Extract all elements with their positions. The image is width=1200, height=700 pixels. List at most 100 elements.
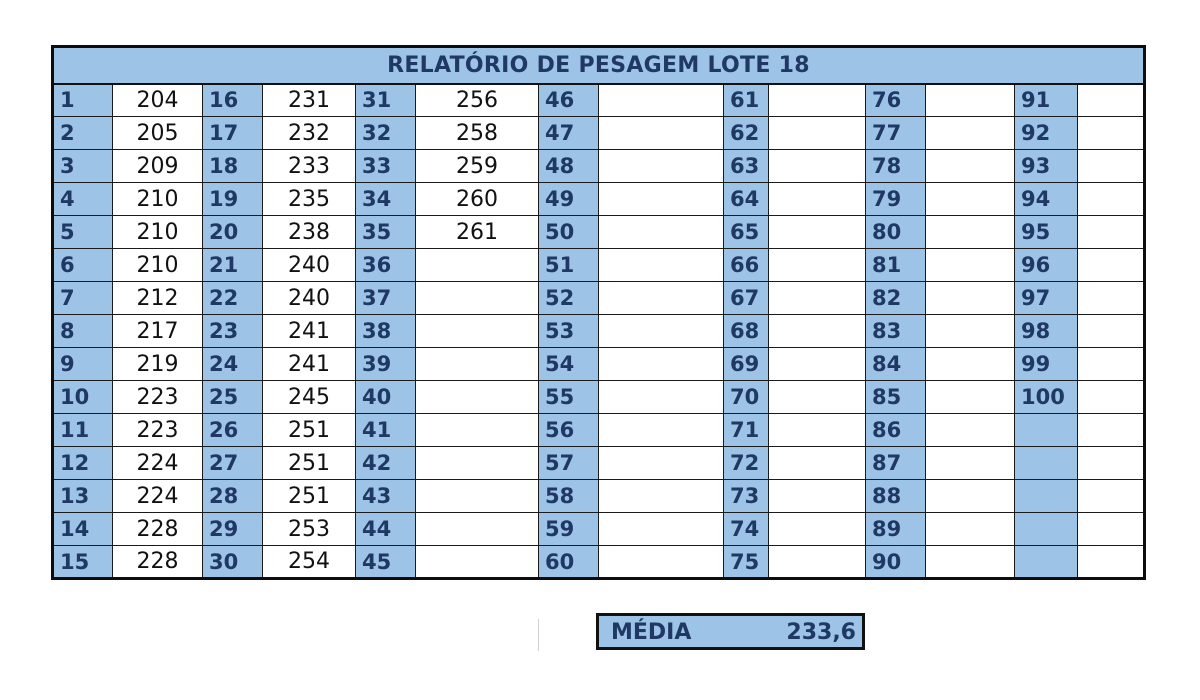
table-row: 10 223 25 245 40 55 70 85 100 <box>52 380 1145 414</box>
item-number-cell: 76 <box>865 83 926 117</box>
weight-cell: 240 <box>262 281 356 315</box>
average-value: 233,6 <box>786 620 856 645</box>
item-number-cell: 4 <box>52 182 113 216</box>
weight-cell <box>768 83 866 117</box>
item-number-cell <box>1014 545 1078 579</box>
weight-cell <box>768 248 866 282</box>
item-number-cell <box>1014 446 1078 480</box>
weight-cell <box>768 182 866 216</box>
item-number-cell: 64 <box>723 182 769 216</box>
weight-cell <box>768 446 866 480</box>
item-number-cell: 41 <box>355 413 416 447</box>
average-label: MÉDIA <box>611 620 692 645</box>
weight-cell: 212 <box>112 281 203 315</box>
item-number-cell: 69 <box>723 347 769 381</box>
table-row: 2 205 17 232 32 258 47 62 77 92 <box>52 116 1145 150</box>
table-row: 12 224 27 251 42 57 72 87 <box>52 446 1145 480</box>
item-number-cell: 72 <box>723 446 769 480</box>
table-row: 14 228 29 253 44 59 74 89 <box>52 512 1145 546</box>
weight-cell <box>1077 215 1145 249</box>
item-number-cell: 17 <box>202 116 263 150</box>
item-number-cell <box>1014 512 1078 546</box>
weight-cell: 235 <box>262 182 356 216</box>
item-number-cell: 60 <box>538 545 599 579</box>
item-number-cell: 12 <box>52 446 113 480</box>
table-row: 5 210 20 238 35 261 50 65 80 95 <box>52 215 1145 249</box>
weight-cell <box>415 281 539 315</box>
item-number-cell: 87 <box>865 446 926 480</box>
item-number-cell: 20 <box>202 215 263 249</box>
weight-cell <box>598 248 724 282</box>
weight-cell <box>925 314 1015 348</box>
weight-cell <box>415 380 539 414</box>
weight-cell: 228 <box>112 545 203 579</box>
item-number-cell: 38 <box>355 314 416 348</box>
weight-cell: 258 <box>415 116 539 150</box>
item-number-cell: 24 <box>202 347 263 381</box>
item-number-cell: 35 <box>355 215 416 249</box>
item-number-cell: 50 <box>538 215 599 249</box>
weight-cell <box>598 479 724 513</box>
item-number-cell: 21 <box>202 248 263 282</box>
weight-cell <box>925 215 1015 249</box>
item-number-cell: 37 <box>355 281 416 315</box>
item-number-cell: 68 <box>723 314 769 348</box>
item-number-cell: 46 <box>538 83 599 117</box>
weight-cell: 210 <box>112 182 203 216</box>
item-number-cell: 19 <box>202 182 263 216</box>
weight-cell <box>768 116 866 150</box>
weight-cell <box>925 83 1015 117</box>
weight-cell <box>768 512 866 546</box>
item-number-cell <box>1014 413 1078 447</box>
weight-cell: 251 <box>262 413 356 447</box>
table-row: 7 212 22 240 37 52 67 82 97 <box>52 281 1145 315</box>
weight-cell: 241 <box>262 347 356 381</box>
weight-cell <box>768 149 866 183</box>
weight-cell <box>1077 149 1145 183</box>
item-number-cell: 85 <box>865 380 926 414</box>
item-number-cell: 62 <box>723 116 769 150</box>
item-number-cell: 47 <box>538 116 599 150</box>
item-number-cell: 30 <box>202 545 263 579</box>
item-number-cell: 2 <box>52 116 113 150</box>
table-row: 3 209 18 233 33 259 48 63 78 93 <box>52 149 1145 183</box>
weight-cell: 238 <box>262 215 356 249</box>
item-number-cell: 29 <box>202 512 263 546</box>
item-number-cell: 56 <box>538 413 599 447</box>
weight-cell <box>768 545 866 579</box>
weight-cell: 204 <box>112 83 203 117</box>
weight-cell <box>415 413 539 447</box>
weight-cell <box>1077 479 1145 513</box>
weighing-report-table: RELATÓRIO DE PESAGEM LOTE 18 1 204 16 231 31… <box>51 45 1146 580</box>
weight-cell <box>1077 314 1145 348</box>
weight-cell <box>768 413 866 447</box>
weight-cell: 217 <box>112 314 203 348</box>
weight-cell: 223 <box>112 413 203 447</box>
weight-cell: 209 <box>112 149 203 183</box>
weight-cell <box>598 380 724 414</box>
weight-cell: 253 <box>262 512 356 546</box>
weight-cell: 256 <box>415 83 539 117</box>
item-number-cell: 71 <box>723 413 769 447</box>
table-row: 8 217 23 241 38 53 68 83 98 <box>52 314 1145 348</box>
item-number-cell: 33 <box>355 149 416 183</box>
item-number-cell: 32 <box>355 116 416 150</box>
item-number-cell: 82 <box>865 281 926 315</box>
weight-cell: 219 <box>112 347 203 381</box>
weight-cell: 233 <box>262 149 356 183</box>
item-number-cell: 99 <box>1014 347 1078 381</box>
table-row: 4 210 19 235 34 260 49 64 79 94 <box>52 182 1145 216</box>
weight-cell <box>925 545 1015 579</box>
item-number-cell: 15 <box>52 545 113 579</box>
item-number-cell: 100 <box>1014 380 1078 414</box>
weight-cell <box>768 380 866 414</box>
weight-cell <box>925 182 1015 216</box>
item-number-cell: 94 <box>1014 182 1078 216</box>
weight-cell <box>598 116 724 150</box>
weight-cell <box>415 347 539 381</box>
weight-cell <box>598 149 724 183</box>
average-box: MÉDIA 233,6 <box>596 613 865 650</box>
item-number-cell: 88 <box>865 479 926 513</box>
item-number-cell: 3 <box>52 149 113 183</box>
weight-cell: 224 <box>112 479 203 513</box>
